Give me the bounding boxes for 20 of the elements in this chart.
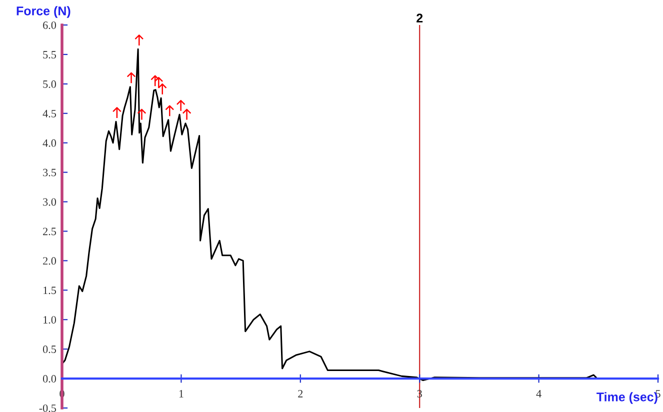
y-tick-label: 6.0 [43, 21, 56, 30]
y-tick-label: 4.0 [42, 139, 56, 147]
y-tick-label: 2.5 [43, 228, 56, 236]
x-axis-title: Time (sec) [596, 392, 658, 404]
y-tick-label: 1.0 [44, 316, 56, 324]
x-tick-label: 2 [298, 390, 303, 398]
y-tick-label: 2.0 [43, 257, 56, 265]
y-tick-label: 1.5 [44, 286, 56, 294]
y-tick-label: 3.5 [43, 168, 56, 176]
y-tick-label: 0.5 [42, 346, 56, 354]
y-tick-label: 4.5 [42, 110, 56, 118]
y-axis-title: Force (N) [16, 6, 70, 18]
y-tick-label: 3.0 [43, 198, 56, 206]
x-tick-label: 4 [536, 390, 542, 398]
y-tick-label: 5.5 [43, 51, 56, 58]
y-tick-label: 0.0 [42, 375, 56, 383]
text: 2 [416, 14, 423, 22]
y-tick-label: -0.5 [39, 404, 56, 412]
x-tick-label: 1 [179, 390, 184, 398]
y-tick-label: 5.0 [43, 80, 56, 88]
